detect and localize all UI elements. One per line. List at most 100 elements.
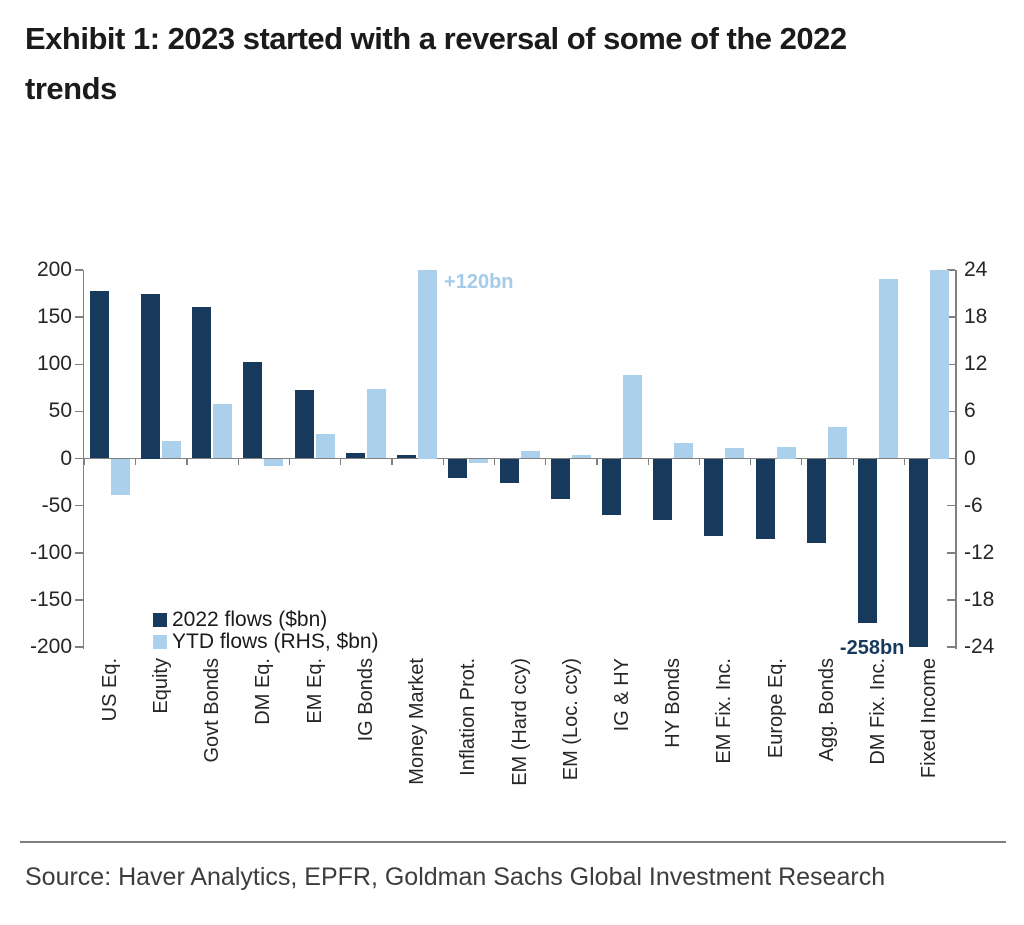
category-label-em-loc-ccy: EM (Loc. ccy): [559, 658, 582, 781]
bar-2022-flows-govt-bonds: [192, 306, 212, 459]
legend-label-ytd-flows: YTD flows (RHS, $bn): [172, 630, 379, 653]
bar-ytd-flows-em-loc-ccy: [571, 454, 591, 459]
baseline-tick: [596, 458, 598, 465]
right-axis-tick: [947, 599, 955, 601]
bar-2022-flows-money-market: [397, 454, 417, 459]
category-label-hy-bonds: HY Bonds: [662, 658, 685, 748]
exhibit-title-line-1: Exhibit 1: 2023 started with a reversal …: [25, 21, 847, 56]
baseline-tick: [698, 458, 700, 465]
bar-2022-flows-agg-bonds: [806, 458, 826, 544]
bar-2022-flows-equity: [140, 293, 160, 459]
right-axis-tick-label: -6: [964, 493, 983, 517]
source-text: Source: Haver Analytics, EPFR, Goldman S…: [25, 863, 886, 891]
left-axis-tick-label: 50: [48, 399, 72, 423]
right-axis-tick: [947, 646, 955, 648]
right-axis-tick-label: 6: [964, 399, 976, 423]
category-label-dm-fix-inc: DM Fix. Inc.: [867, 658, 890, 765]
legend-label-2022-flows: 2022 flows ($bn): [172, 608, 328, 631]
right-axis-tick-label: 12: [964, 352, 988, 376]
left-axis-tick-label: -150: [29, 587, 72, 611]
baseline-tick: [288, 458, 291, 465]
category-label-us-eq: US Eq.: [98, 658, 121, 722]
left-axis-tick: [74, 269, 83, 271]
bar-2022-flows-inflation-prot: [448, 458, 468, 479]
bar-2022-flows-fixed-income: [909, 458, 929, 647]
bar-ytd-flows-hy-bonds: [674, 442, 694, 459]
right-axis-tick: [947, 363, 955, 365]
category-label-europe-eq: Europe Eq.: [764, 658, 787, 759]
left-axis-tick-label: 200: [36, 258, 72, 281]
bar-ytd-flows-govt-bonds: [213, 404, 233, 459]
legend-swatch-2022-flows: [153, 613, 167, 627]
bar-2022-flows-em-fix-inc: [704, 458, 724, 536]
bar-2022-flows-dm-eq: [243, 362, 263, 459]
baseline-tick: [391, 458, 393, 465]
bar-ytd-flows-inflation-prot: [469, 458, 489, 464]
left-axis-tick: [74, 552, 83, 554]
category-label-money-market: Money Market: [406, 658, 429, 785]
category-label-dm-eq: DM Eq.: [252, 658, 275, 725]
right-axis-tick-label: -18: [964, 587, 995, 611]
bar-ytd-flows-ig-hy: [622, 375, 642, 459]
bar-ytd-flows-agg-bonds: [827, 427, 847, 459]
right-axis-tick: [947, 269, 955, 271]
right-axis-tick-label: -24: [964, 635, 995, 658]
right-axis-tick-label: 18: [964, 305, 988, 329]
left-axis-line: [82, 270, 84, 649]
bar-ytd-flows-dm-fix-inc: [879, 279, 899, 459]
footer-divider: [20, 841, 1006, 843]
left-axis-tick: [74, 504, 83, 507]
bar-2022-flows-dm-fix-inc: [858, 458, 878, 624]
chart-legend: 2022 flows ($bn) YTD flows (RHS, $bn): [153, 608, 379, 653]
bar-2022-flows-ig-bonds: [345, 452, 365, 459]
right-axis-tick: [947, 552, 955, 554]
left-axis-tick-label: -100: [29, 540, 72, 564]
baseline-tick: [442, 458, 444, 465]
left-axis-tick: [74, 316, 83, 318]
bar-ytd-flows-em-eq: [315, 434, 335, 459]
category-label-em-eq: EM Eq.: [303, 658, 326, 724]
left-axis-tick-label: 100: [36, 352, 72, 376]
exhibit-title: Exhibit 1: 2023 started with a reversal …: [25, 14, 985, 114]
right-axis-tick: [947, 457, 955, 460]
category-label-em-fix-inc: EM Fix. Inc.: [713, 658, 736, 764]
baseline-tick: [493, 458, 496, 465]
bar-ytd-flows-fixed-income: [930, 270, 950, 459]
baseline-tick: [340, 458, 342, 465]
zero-baseline: [84, 457, 955, 460]
baseline-tick: [647, 458, 649, 465]
right-axis-tick-label: 24: [964, 258, 988, 281]
left-axis-tick-label: 150: [36, 305, 72, 329]
legend-swatch-ytd-flows: [153, 635, 167, 649]
bar-ytd-flows-dm-eq: [264, 458, 284, 467]
annotation-120bn: +120bn: [444, 271, 514, 293]
left-axis-tick-label: -50: [41, 493, 72, 517]
category-label-em-hard-ccy: EM (Hard ccy): [508, 658, 531, 786]
bar-2022-flows-hy-bonds: [653, 458, 673, 520]
category-label-ig-bonds: IG Bonds: [354, 658, 377, 742]
annotation-258bn: -258bn: [839, 637, 905, 659]
bar-2022-flows-us-eq: [89, 290, 109, 459]
baseline-tick: [186, 458, 188, 465]
left-axis-tick: [74, 363, 83, 365]
category-label-ig-hy: IG & HY: [610, 658, 633, 732]
legend-item-ytd-flows: YTD flows (RHS, $bn): [153, 630, 379, 653]
baseline-tick: [903, 458, 905, 465]
right-axis-tick: [947, 504, 955, 507]
left-axis-tick-label: 0: [60, 446, 72, 470]
right-axis-tick: [947, 316, 955, 318]
left-axis-tick: [74, 646, 83, 648]
bar-2022-flows-em-eq: [294, 389, 314, 459]
left-axis-tick: [74, 410, 83, 413]
bar-ytd-flows-em-hard-ccy: [520, 451, 540, 459]
baseline-tick: [237, 458, 239, 465]
bar-2022-flows-europe-eq: [755, 458, 775, 539]
baseline-tick: [750, 458, 752, 465]
left-axis-tick-label: -200: [29, 635, 72, 658]
bar-ytd-flows-money-market: [418, 270, 438, 459]
bar-chart: 2022 flows ($bn) YTD flows (RHS, $bn) 20…: [29, 258, 995, 786]
bar-ytd-flows-europe-eq: [776, 446, 796, 459]
left-axis-tick: [74, 599, 83, 601]
left-axis-tick: [74, 457, 83, 460]
